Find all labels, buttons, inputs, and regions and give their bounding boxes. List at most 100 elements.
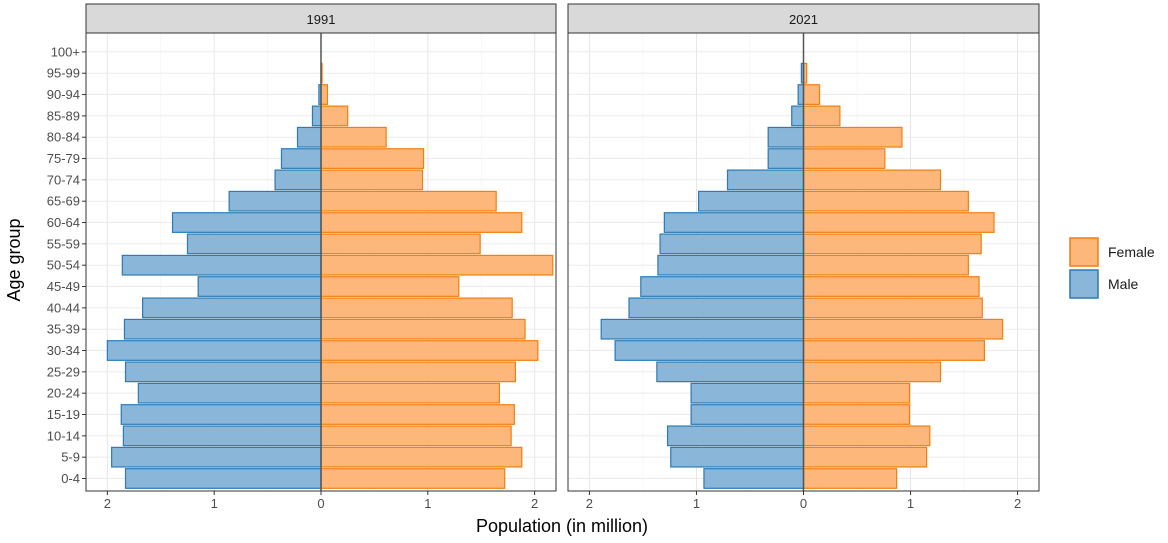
bar-male-60-64 [663, 212, 805, 233]
y-tick-label: 0-4 [61, 471, 80, 486]
x-tick-label: 1 [907, 496, 914, 511]
bar-female-75-79 [802, 148, 886, 169]
bar-female-30-34 [802, 340, 986, 361]
bar-male-55-59 [659, 233, 805, 255]
bar-female-70-74 [320, 169, 424, 191]
y-tick-label: 55-59 [47, 236, 80, 251]
bar-female-10-14 [320, 425, 512, 447]
bar-male-90-94 [797, 84, 805, 105]
bar-male-0-4 [124, 468, 322, 489]
bar-female-10-14 [802, 425, 931, 447]
bar-male-50-54 [657, 254, 805, 276]
panel-2021: 2021 2 1 0 1 2 [567, 3, 1040, 511]
bar-female-40-44 [320, 297, 513, 319]
y-tick-label: 15-19 [47, 407, 80, 422]
bar-female-60-64 [802, 212, 995, 233]
bar-male-35-39 [600, 318, 805, 340]
bar-male-80-84 [296, 126, 322, 148]
x-axis-title: Population (in million) [476, 516, 648, 536]
bar-female-55-59 [320, 233, 481, 255]
bar-male-45-49 [197, 276, 322, 297]
legend-key-female [1069, 237, 1099, 267]
facet-title: 2021 [789, 12, 818, 27]
y-tick-label: 25-29 [47, 364, 80, 379]
y-tick-label: 40-44 [47, 300, 80, 315]
bar-male-25-29 [124, 361, 322, 383]
bar-female-20-24 [802, 382, 911, 404]
panels: 1991 2 1 0 1 2 2021 2 1 0 1 2 [85, 3, 1040, 511]
bar-female-0-4 [802, 468, 898, 489]
bar-male-70-74 [274, 169, 322, 191]
bar-female-75-79 [320, 148, 425, 169]
bar-female-15-19 [802, 404, 911, 425]
bar-male-85-89 [311, 105, 322, 127]
bar-female-5-9 [802, 446, 928, 468]
y-tick-label: 5-9 [61, 450, 80, 465]
facet-title: 1991 [307, 12, 336, 27]
bar-female-45-49 [802, 276, 980, 297]
x-tick-label: 1 [211, 496, 218, 511]
bar-female-0-4 [320, 468, 506, 489]
y-tick-label: 45-49 [47, 279, 80, 294]
bar-female-5-9 [320, 446, 523, 468]
bar-male-70-74 [726, 169, 805, 191]
x-tick-label: 2 [1014, 496, 1021, 511]
bar-male-85-89 [791, 105, 805, 127]
y-tick-label: 60-64 [47, 215, 80, 230]
y-tick-label: 50-54 [47, 258, 80, 273]
y-tick-label: 35-39 [47, 322, 80, 337]
y-axis: 0-4 5-9 10-14 15-19 20-24 25-29 30-34 35-39 40-4… [47, 44, 86, 486]
y-tick-label: 75-79 [47, 151, 80, 166]
bar-male-15-19 [690, 404, 805, 425]
bar-male-65-69 [697, 190, 805, 212]
bar-male-0-4 [703, 468, 805, 489]
y-tick-label: 10-14 [47, 428, 80, 443]
x-tick-label: 1 [693, 496, 700, 511]
bar-male-45-49 [640, 276, 805, 297]
bar-female-70-74 [802, 169, 942, 191]
bar-male-25-29 [656, 361, 805, 383]
bar-female-90-94 [802, 84, 821, 105]
bar-female-80-84 [802, 126, 903, 148]
bar-male-75-79 [280, 148, 322, 169]
facet-strip [85, 3, 557, 34]
legend-label-female: Female [1108, 244, 1155, 260]
x-tick-label: 2 [104, 496, 111, 511]
x-tick-label: 2 [586, 496, 593, 511]
bar-female-25-29 [320, 361, 517, 383]
bar-female-25-29 [802, 361, 942, 383]
bar-male-80-84 [767, 126, 805, 148]
bar-female-50-54 [802, 254, 969, 276]
bar-female-90-94 [320, 84, 329, 105]
y-tick-label: 85-89 [47, 108, 80, 123]
bar-female-45-49 [320, 276, 460, 297]
panel-1991: 1991 2 1 0 1 2 [85, 3, 557, 511]
y-tick-label: 30-34 [47, 343, 80, 358]
bar-male-10-14 [666, 425, 805, 447]
bar-male-60-64 [171, 212, 322, 233]
bar-male-65-69 [228, 190, 322, 212]
bar-male-40-44 [628, 297, 805, 319]
y-tick-label: 20-24 [47, 386, 80, 401]
legend-label-male: Male [1108, 276, 1139, 292]
legend-key-male [1069, 269, 1099, 299]
bar-female-15-19 [320, 404, 515, 425]
bar-male-35-39 [123, 318, 322, 340]
y-tick-label: 65-69 [47, 194, 80, 209]
bar-female-60-64 [320, 212, 523, 233]
bar-male-10-14 [122, 425, 322, 447]
bar-female-30-34 [320, 340, 539, 361]
y-tick-label: 95-99 [47, 66, 80, 81]
bar-male-20-24 [690, 382, 805, 404]
y-tick-label: 70-74 [47, 172, 80, 187]
bar-male-50-54 [121, 254, 322, 276]
bar-male-40-44 [142, 297, 322, 319]
bar-female-85-89 [320, 105, 349, 127]
bar-male-20-24 [137, 382, 322, 404]
bar-male-15-19 [120, 404, 322, 425]
bar-male-55-59 [186, 233, 322, 255]
y-tick-label: 100+ [51, 44, 80, 59]
bar-female-35-39 [802, 318, 1004, 340]
bar-female-55-59 [802, 233, 982, 255]
